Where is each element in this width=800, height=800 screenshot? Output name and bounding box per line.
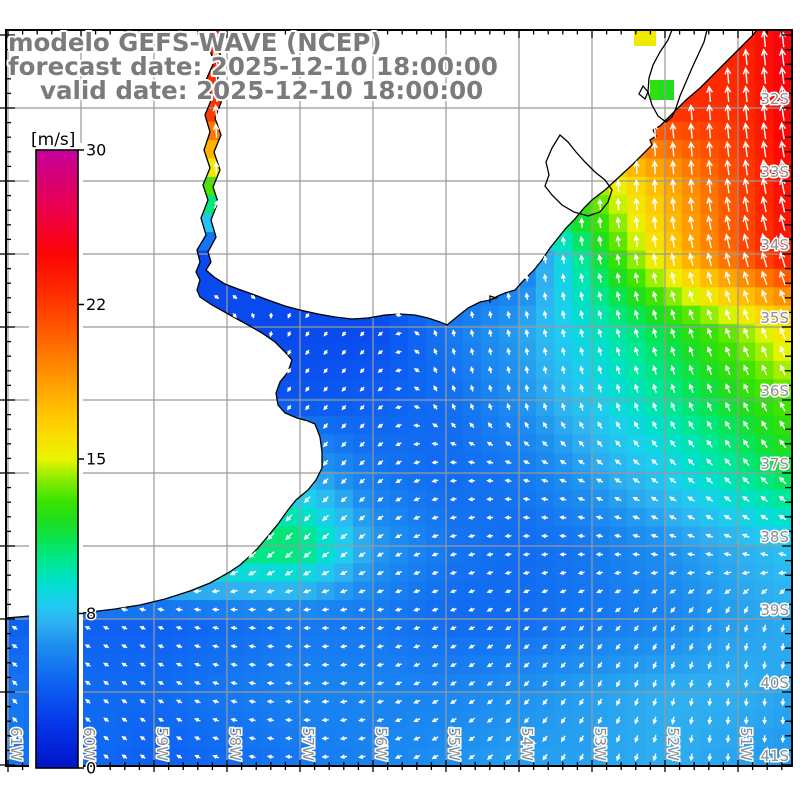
svg-text:52W: 52W <box>664 727 682 761</box>
svg-text:36S: 36S <box>760 382 789 400</box>
colorbar-ticks <box>78 149 84 769</box>
svg-text:38S: 38S <box>760 528 789 546</box>
svg-text:34S: 34S <box>760 236 789 254</box>
svg-text:33S: 33S <box>760 163 789 181</box>
wind-direction-arrows <box>11 30 787 762</box>
land-mask <box>6 30 757 618</box>
svg-text:40S: 40S <box>760 674 789 692</box>
svg-text:15: 15 <box>86 450 106 469</box>
svg-text:55W: 55W <box>445 727 463 761</box>
forecast-date-label: forecast date: 2025-12-10 18:00:00 <box>8 52 498 81</box>
svg-text:56W: 56W <box>372 727 390 761</box>
title-block: modelo GEFS-WAVE (NCEP) forecast date: 2… <box>6 26 500 107</box>
graticule-grid <box>6 30 792 766</box>
svg-text:59W: 59W <box>153 727 171 761</box>
svg-text:57W: 57W <box>299 727 317 761</box>
colorbar-unit-label: [m/s] <box>31 130 75 150</box>
colorbar-tick-labels: 30 22 15 8 0 <box>85 139 108 779</box>
svg-text:53W: 53W <box>591 727 609 761</box>
colorbar-gradient-bar <box>35 149 79 769</box>
svg-text:60W: 60W <box>80 727 98 761</box>
latitude-labels: 32S 33S 34S 35S 36S 37S 38S 39S 40S 41S <box>759 89 791 767</box>
svg-text:61W: 61W <box>7 727 25 761</box>
svg-text:32S: 32S <box>760 90 789 108</box>
svg-text:51W: 51W <box>737 727 755 761</box>
svg-text:37S: 37S <box>760 455 789 473</box>
svg-text:0: 0 <box>86 759 96 778</box>
svg-text:41S: 41S <box>760 747 789 765</box>
svg-text:54W: 54W <box>518 727 536 761</box>
coastline <box>6 30 758 619</box>
longitude-labels: 61W 60W 59W 58W 57W 56W 55W 54W 53W 52W 51W <box>6 726 757 763</box>
svg-text:39S: 39S <box>760 601 789 619</box>
svg-text:22: 22 <box>86 295 106 314</box>
model-title: modelo GEFS-WAVE (NCEP) <box>8 28 382 57</box>
svg-text:8: 8 <box>86 604 96 623</box>
svg-text:58W: 58W <box>226 727 244 761</box>
colorbar: 30 22 15 8 0 [m/s] <box>29 129 108 779</box>
map-frame-ticks <box>0 29 793 772</box>
svg-text:35S: 35S <box>760 309 789 327</box>
svg-text:30: 30 <box>86 141 106 160</box>
valid-date-label: valid date: 2025-12-10 18:00:00 <box>40 76 483 105</box>
